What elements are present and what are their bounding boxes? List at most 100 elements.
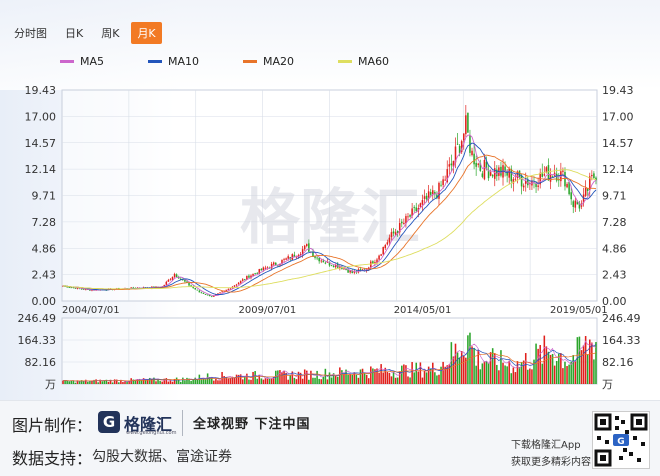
- background-top: [0, 0, 660, 90]
- candle-body: [396, 230, 399, 234]
- volume-bar: [500, 350, 502, 384]
- candle-body: [169, 279, 172, 281]
- candle-body: [217, 293, 219, 295]
- volume-bar: [343, 373, 345, 384]
- volume-bar: [390, 376, 393, 384]
- candle-body: [370, 261, 372, 268]
- volume-bar: [120, 379, 122, 384]
- candle-body: [409, 215, 411, 217]
- volume-bar: [272, 377, 275, 384]
- volume-bar: [144, 379, 147, 384]
- candle-body: [574, 200, 577, 208]
- volume-tick-right: 246.49: [602, 312, 641, 325]
- volume-bar: [549, 354, 552, 384]
- candle-body: [192, 286, 194, 288]
- price-tick-right: 2.43: [602, 269, 627, 282]
- tab-monthly-k[interactable]: 月K: [131, 22, 162, 44]
- date-tick: 2019/05/01: [550, 305, 608, 316]
- volume-bar: [153, 377, 155, 384]
- candle-body: [252, 273, 254, 276]
- volume-bar: [225, 377, 227, 384]
- candle-body: [361, 269, 364, 271]
- volume-bar: [175, 377, 178, 384]
- price-tick-right: 4.86: [602, 242, 627, 255]
- candle-body: [314, 256, 316, 258]
- volume-bar: [157, 379, 159, 384]
- volume-bar: [326, 379, 329, 384]
- volume-bar: [527, 369, 529, 384]
- candle-body: [586, 188, 589, 191]
- candle-body: [440, 184, 442, 186]
- volume-bar: [396, 377, 399, 384]
- candle-body: [190, 285, 192, 287]
- volume-bar: [111, 382, 114, 384]
- candle-body: [210, 296, 213, 298]
- candle-body: [91, 289, 93, 291]
- volume-bar: [64, 380, 66, 384]
- volume-bar: [427, 366, 430, 384]
- volume-bar: [244, 377, 246, 384]
- candle-body: [76, 287, 79, 289]
- volume-bar: [68, 381, 71, 384]
- volume-bar: [200, 379, 203, 384]
- candle-body: [384, 245, 387, 249]
- volume-bar: [312, 377, 314, 384]
- watermark: 格隆汇: [240, 183, 420, 253]
- volume-bar: [591, 342, 593, 384]
- candle-body: [84, 289, 87, 291]
- volume-bar: [87, 381, 89, 384]
- volume-bar: [456, 352, 459, 384]
- candle-body: [293, 254, 296, 257]
- volume-bar: [291, 371, 294, 384]
- download-app-text[interactable]: 下载格隆汇App: [511, 440, 581, 451]
- volume-bar: [372, 368, 374, 384]
- candle-body: [551, 175, 554, 177]
- volume-bar: [531, 369, 533, 384]
- candle-body: [467, 112, 469, 133]
- candle-body: [425, 195, 428, 200]
- volume-bar: [345, 369, 347, 384]
- candle-body: [287, 256, 289, 259]
- volume-bar: [574, 360, 577, 384]
- candle-body: [177, 276, 180, 279]
- volume-bar: [171, 381, 174, 384]
- candle-body: [398, 223, 401, 233]
- candle-body: [173, 274, 176, 278]
- candle-body: [281, 259, 283, 264]
- price-tick-right: 9.71: [602, 190, 627, 203]
- volume-bar: [462, 355, 465, 384]
- volume-bar: [374, 369, 376, 384]
- volume-bar: [401, 365, 403, 384]
- qr-code-icon[interactable]: G: [592, 411, 650, 469]
- candle-body: [504, 166, 506, 172]
- tab-daily-k[interactable]: 日K: [65, 27, 84, 40]
- candle-body: [591, 174, 593, 177]
- volume-bar: [514, 372, 517, 384]
- volume-bar: [103, 380, 106, 384]
- candle-body: [541, 172, 544, 177]
- candle-body: [349, 270, 351, 273]
- volume-bar: [134, 379, 137, 384]
- volume-bar: [555, 360, 558, 384]
- price-tick-left: 0.00: [32, 295, 57, 308]
- more-content-text: 获取更多精彩内容: [511, 457, 591, 468]
- volume-bar: [192, 379, 194, 384]
- volume-bar: [407, 376, 409, 384]
- candle-body: [233, 285, 236, 287]
- volume-bar: [285, 372, 287, 384]
- tab-weekly-k[interactable]: 周K: [101, 27, 120, 40]
- volume-bar: [289, 374, 292, 384]
- candle-body: [514, 178, 517, 180]
- volume-bar: [138, 379, 141, 384]
- candle-body: [347, 269, 349, 273]
- candle-body: [423, 196, 426, 199]
- candle-body: [303, 245, 306, 250]
- volume-bar: [582, 345, 585, 384]
- volume-bar: [564, 361, 566, 384]
- volume-bar: [339, 367, 341, 384]
- volume-bar: [74, 382, 77, 384]
- price-tick-left: 12.14: [25, 163, 57, 176]
- volume-bar: [314, 377, 316, 384]
- tab-intraday[interactable]: 分时图: [14, 27, 47, 40]
- candle-body: [419, 203, 422, 207]
